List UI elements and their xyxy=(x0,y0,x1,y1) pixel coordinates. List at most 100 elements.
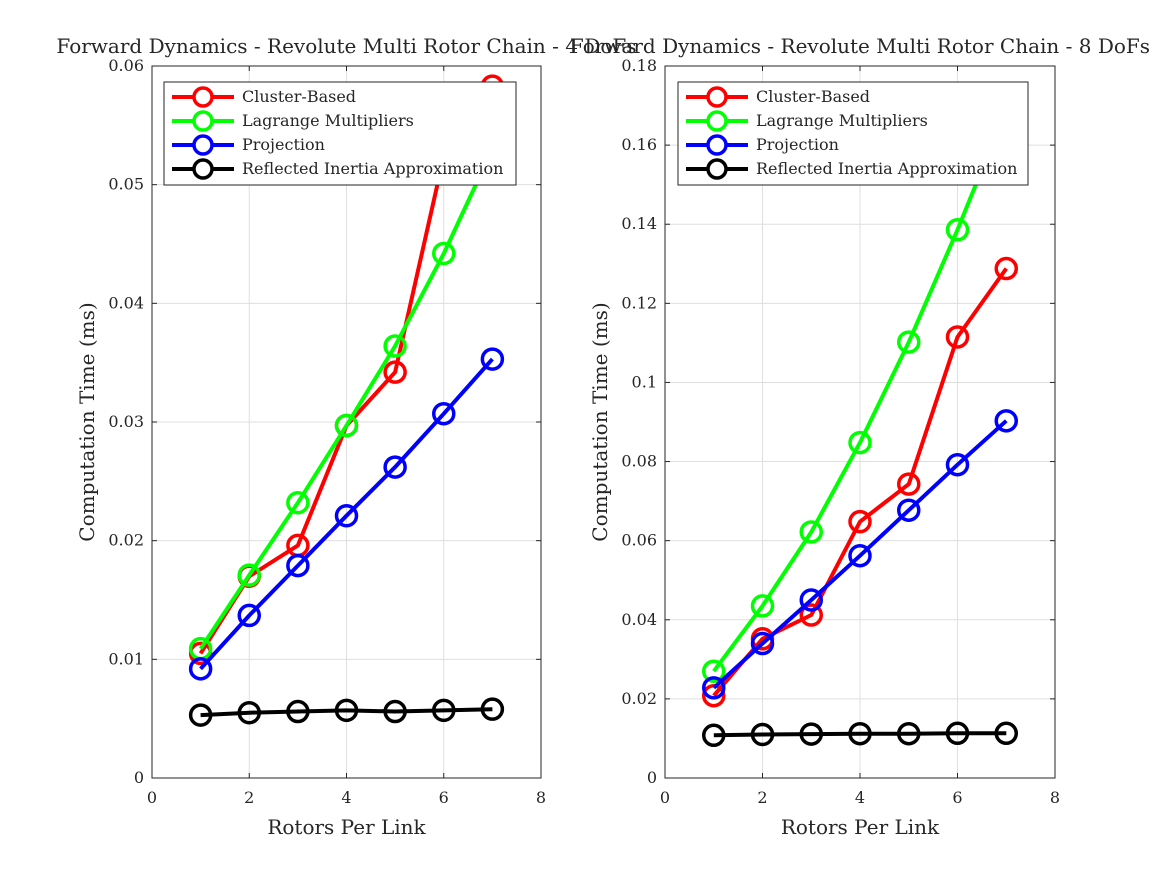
data-point xyxy=(237,603,261,628)
data-point xyxy=(237,563,261,587)
data-point xyxy=(799,588,823,612)
data-point xyxy=(383,334,407,358)
y-axis-label: Computation Time (ms) xyxy=(75,302,99,541)
data-point xyxy=(237,700,261,725)
x-tick-label: 4 xyxy=(341,788,351,807)
data-point xyxy=(750,594,775,618)
data-point xyxy=(848,509,872,534)
legend-swatch-marker xyxy=(706,134,728,156)
x-tick-label: 2 xyxy=(244,788,254,807)
x-tick-label: 8 xyxy=(536,788,546,807)
legend-label: Projection xyxy=(242,135,325,154)
x-tick-label: 0 xyxy=(147,788,157,807)
data-point xyxy=(286,699,310,724)
chart-title: Forward Dynamics - Revolute Multi Rotor … xyxy=(570,34,1150,58)
x-tick-label: 6 xyxy=(952,788,962,807)
series-line-3 xyxy=(712,419,1008,690)
series-line-2 xyxy=(198,148,495,650)
x-axis-label: Rotors Per Link xyxy=(781,815,940,839)
data-point xyxy=(702,659,726,683)
y-axis-label: Computation Time (ms) xyxy=(588,302,612,541)
legend-label: Lagrange Multipliers xyxy=(756,111,928,130)
data-point xyxy=(945,452,970,477)
legend: Cluster-Based Lagrange Multipliers Project… xyxy=(163,81,517,186)
legend-swatch-marker xyxy=(192,86,214,108)
data-point xyxy=(799,722,823,746)
y-tick-label: 0 xyxy=(647,768,657,787)
series-line-4 xyxy=(713,731,1007,738)
data-point xyxy=(702,723,726,748)
data-point xyxy=(897,721,921,746)
y-tick-label: 0.02 xyxy=(108,531,144,550)
data-point xyxy=(480,697,505,721)
data-point xyxy=(432,698,456,723)
data-point xyxy=(848,430,872,455)
data-point xyxy=(480,347,505,371)
y-tick-label: 0 xyxy=(134,768,144,787)
legend-label: Cluster-Based xyxy=(242,87,356,106)
x-tick-label: 8 xyxy=(1050,788,1060,807)
axes-box xyxy=(151,65,542,779)
data-point xyxy=(848,721,872,746)
data-point xyxy=(383,699,407,724)
legend-swatch-marker xyxy=(706,158,728,180)
data-point xyxy=(897,472,921,496)
y-tick-label: 0.14 xyxy=(621,214,657,233)
legend: Cluster-Based Lagrange Multipliers Project… xyxy=(677,81,1029,186)
data-point xyxy=(702,676,726,700)
data-layer xyxy=(702,97,1018,748)
x-tick-label: 6 xyxy=(439,788,449,807)
chart-title: Forward Dynamics - Revolute Multi Rotor … xyxy=(56,34,636,58)
x-tick-label: 0 xyxy=(660,788,670,807)
data-point xyxy=(897,330,921,354)
legend-swatch-marker xyxy=(706,110,728,132)
data-point xyxy=(799,603,823,627)
series-line-4 xyxy=(200,707,493,718)
chart-panel-2: 0 2 4 6 8 0 0.02 0.04 0.06 0.08 0.1 0.12 0.14 0.16 0.1… xyxy=(570,34,1150,839)
legend-label: Cluster-Based xyxy=(756,87,870,106)
y-tick-label: 0.06 xyxy=(621,531,657,550)
y-tick-label: 0.1 xyxy=(632,372,657,391)
data-point xyxy=(848,543,872,568)
x-tick-label: 4 xyxy=(855,788,865,807)
y-tick-label: 0.18 xyxy=(621,56,657,75)
y-tick-label: 0.16 xyxy=(621,135,657,154)
y-tick-label: 0.02 xyxy=(621,689,657,708)
data-point xyxy=(994,256,1018,281)
data-point xyxy=(945,721,970,746)
data-point xyxy=(432,401,456,426)
series-line-3 xyxy=(199,357,494,671)
data-point xyxy=(750,722,775,747)
axes-box xyxy=(664,65,1056,779)
legend-swatch-marker xyxy=(192,110,214,132)
series-line-1 xyxy=(712,267,1008,698)
legend-label: Lagrange Multipliers xyxy=(242,111,414,130)
y-tick-label: 0.04 xyxy=(621,610,657,629)
data-point xyxy=(945,325,970,349)
x-tick-label: 2 xyxy=(757,788,767,807)
legend-label: Reflected Inertia Approximation xyxy=(242,159,503,178)
data-point xyxy=(799,520,823,544)
data-point xyxy=(750,631,775,656)
data-point xyxy=(383,455,407,479)
y-tick-label: 0.01 xyxy=(108,649,144,668)
data-point xyxy=(432,241,456,266)
data-point xyxy=(334,413,359,438)
y-tick-label: 0.06 xyxy=(108,56,144,75)
legend-label: Reflected Inertia Approximation xyxy=(756,159,1017,178)
data-point xyxy=(945,218,970,242)
y-tick-label: 0.08 xyxy=(621,452,657,471)
data-point xyxy=(286,553,310,578)
data-point xyxy=(994,721,1018,746)
y-tick-label: 0.12 xyxy=(621,293,657,312)
x-axis-label: Rotors Per Link xyxy=(267,815,426,839)
y-tick-label: 0.03 xyxy=(108,412,144,431)
data-point xyxy=(188,657,213,681)
data-point xyxy=(334,503,359,528)
chart-panel-1: 0 2 4 6 8 0 0.01 0.02 0.03 0.04 0.05 0.06 Rotors Per… xyxy=(56,34,636,839)
legend-swatch-marker xyxy=(192,134,214,156)
data-point xyxy=(383,360,407,384)
data-point xyxy=(188,703,213,727)
series-line-2 xyxy=(712,108,1009,673)
